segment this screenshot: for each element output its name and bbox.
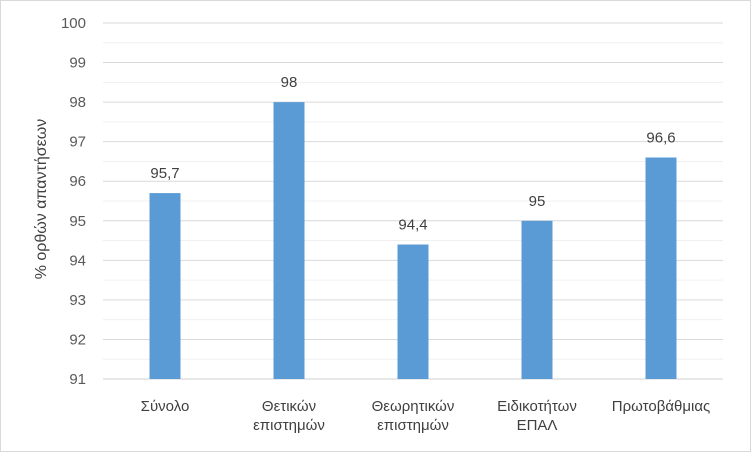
y-tick-label: 98 (69, 94, 86, 111)
x-axis-categories: Σύνολο Θετικών επιστημών Θεωρητικών επιστημώ… (141, 398, 711, 434)
bar (273, 102, 305, 379)
y-tick-label: 97 (69, 134, 86, 151)
bar (397, 244, 429, 379)
data-label: 95 (529, 193, 546, 210)
y-axis-ticks: 91 92 93 94 95 96 97 98 99 100 (61, 15, 86, 388)
y-tick-label: 95 (69, 213, 86, 230)
category-label: Θετικών (262, 398, 316, 415)
category-label: Ειδικοτήτων (497, 398, 577, 415)
y-tick-label: 93 (69, 292, 86, 309)
data-label: 94,4 (398, 217, 427, 234)
category-label: Σύνολο (141, 398, 190, 415)
category-label: Πρωτοβάθμιας (612, 398, 710, 415)
y-axis-label: % ορθών απαντήσεων (33, 119, 50, 280)
y-tick-label: 100 (61, 15, 86, 32)
y-tick-label: 96 (69, 173, 86, 190)
data-labels: 95,7 98 94,4 95 96,6 (150, 74, 675, 233)
y-tick-label: 94 (69, 252, 86, 269)
data-label: 95,7 (150, 165, 179, 182)
bar (149, 193, 181, 379)
y-tick-label: 99 (69, 55, 86, 72)
gridlines (103, 22, 723, 380)
y-tick-label: 92 (69, 331, 86, 348)
bar (645, 157, 677, 379)
category-label: Θεωρητικών (372, 398, 455, 415)
data-label: 96,6 (646, 129, 675, 146)
category-label: επιστημών (377, 417, 449, 434)
category-label: ΕΠΑΛ (517, 417, 558, 434)
y-tick-label: 91 (69, 371, 86, 388)
bar (521, 220, 553, 379)
category-label: επιστημών (253, 417, 325, 434)
bars (149, 102, 677, 379)
data-label: 98 (281, 74, 298, 91)
